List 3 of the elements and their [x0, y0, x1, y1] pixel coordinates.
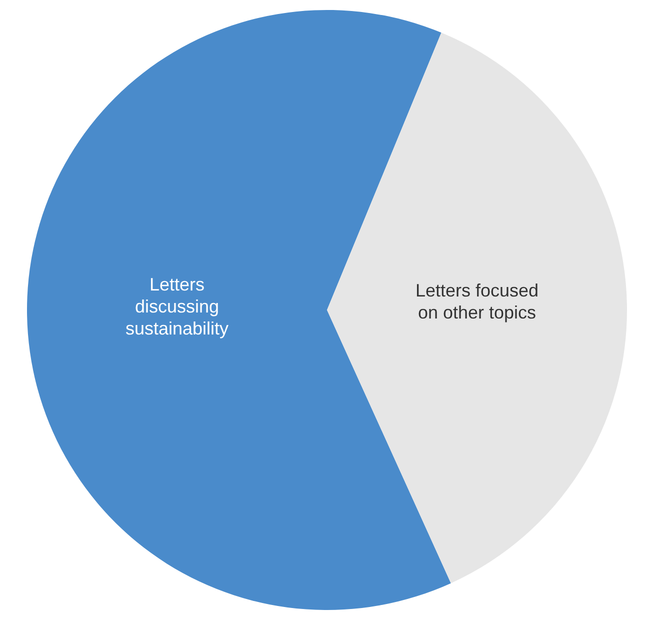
- pie-slice: [327, 32, 627, 584]
- slice-label: Letters focused on other topics: [415, 280, 539, 322]
- slice-label: Letters discussing sustainability: [125, 274, 229, 339]
